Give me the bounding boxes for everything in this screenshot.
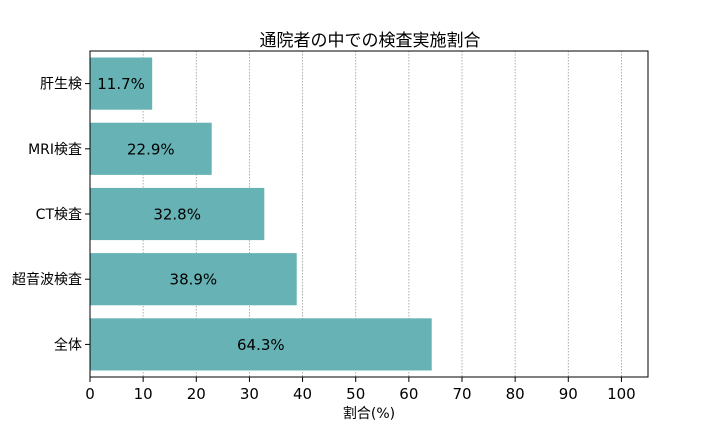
x-tick-label: 70	[452, 385, 471, 403]
data-label: 32.8%	[153, 206, 201, 224]
chart-title: 通院者の中での検査実施割合	[260, 31, 481, 51]
bars	[90, 57, 432, 371]
data-labels: 11.7% 22.9% 32.8% 38.9% 64.3%	[97, 75, 284, 354]
x-tick-label: 90	[559, 385, 578, 403]
bar	[90, 187, 265, 241]
bar	[90, 122, 212, 175]
x-tick-label: 50	[346, 385, 365, 403]
y-tick-label: 肝生検	[40, 77, 82, 93]
x-tick-label: 40	[293, 385, 312, 403]
bar	[90, 253, 297, 306]
x-tick-label: 0	[85, 385, 95, 403]
x-tick-label: 80	[506, 385, 525, 403]
data-label: 38.9%	[170, 271, 218, 289]
x-tick-label: 100	[607, 385, 636, 403]
x-tick-label: 20	[187, 385, 206, 403]
y-tick-label: CT検査	[36, 207, 82, 223]
x-tick-label: 30	[240, 385, 259, 403]
x-tick-label: 10	[134, 385, 153, 403]
y-tick-label: 全体	[54, 336, 82, 353]
data-label: 22.9%	[127, 140, 175, 158]
data-label: 11.7%	[97, 75, 145, 93]
bar	[90, 318, 432, 371]
x-tick-label: 60	[399, 385, 418, 403]
bar	[90, 57, 153, 110]
data-label: 64.3%	[237, 336, 285, 354]
x-axis: 0 10 20 30 40 50 60 70 80 90 100	[85, 377, 636, 403]
y-tick-label: MRI検査	[28, 142, 82, 158]
x-axis-title: 割合(%)	[343, 405, 395, 422]
y-tick-label: 超音波検査	[12, 271, 82, 288]
